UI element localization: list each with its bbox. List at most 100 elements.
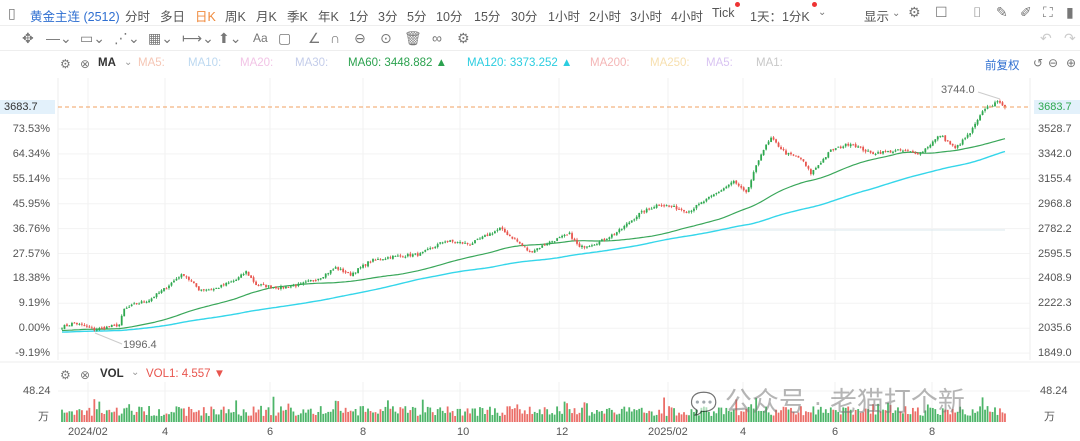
close-icon[interactable]: ⊗: [80, 368, 91, 382]
chevron-down-icon[interactable]: ⌄: [131, 367, 140, 378]
layout-icon[interactable]: ☐: [935, 4, 948, 20]
settings-icon[interactable]: ⚙: [60, 368, 71, 382]
chevron-down-icon[interactable]: ⌄: [124, 57, 133, 68]
tab-6[interactable]: 年K: [318, 10, 339, 24]
volume-bar: [638, 408, 641, 422]
volume-bar: [245, 412, 248, 422]
display-menu[interactable]: 显示: [864, 10, 890, 24]
volume-bar: [329, 411, 332, 422]
reset-icon[interactable]: ↺: [1033, 56, 1044, 70]
fullscreen-icon[interactable]: ⛶: [1043, 4, 1053, 20]
candle-body: [675, 206, 678, 210]
move-icon[interactable]: ✥: [22, 30, 34, 46]
trash-icon[interactable]: 🗑: [404, 30, 422, 46]
watermark: 💬 公众号 · 老猫打个新: [690, 380, 965, 419]
tab-2[interactable]: 日K: [195, 10, 216, 24]
volume-bar: [205, 413, 208, 422]
candle-body: [964, 138, 967, 140]
line-tool-icon[interactable]: —⌄: [46, 30, 72, 46]
candle-body: [683, 209, 685, 212]
zoom-out-icon[interactable]: ⊖: [1048, 56, 1059, 70]
volume-bar: [148, 406, 150, 422]
contract-title[interactable]: 黄金主连 (2512): [30, 10, 120, 24]
volume-bar: [257, 409, 260, 422]
volume-bar: [364, 411, 367, 422]
tab-9[interactable]: 5分: [407, 10, 427, 24]
tab-17[interactable]: Tick: [712, 6, 735, 20]
tab-12[interactable]: 30分: [511, 10, 538, 24]
y-right-tick: 2782.2: [1038, 222, 1072, 235]
adjust-mode[interactable]: 前复权: [985, 60, 1020, 72]
y-left-tick: 18.38%: [12, 272, 50, 285]
volume-bar: [446, 406, 449, 422]
volume-bar: [374, 412, 377, 422]
candle-body: [717, 192, 720, 194]
settings-icon[interactable]: ⚙: [457, 30, 470, 46]
measure-tool-icon[interactable]: ⟼⌄: [182, 30, 214, 46]
vol-indicator-label[interactable]: VOL: [100, 368, 124, 380]
panel-icon[interactable]: ▮: [1066, 4, 1074, 20]
arrow-tool-icon[interactable]: ⬆⌄: [218, 30, 242, 46]
candle-body: [645, 208, 648, 213]
tab-14[interactable]: 2小时: [589, 10, 621, 24]
tab-1[interactable]: 多日: [160, 10, 186, 24]
vol-axis-max-right: 48.24: [1040, 385, 1068, 397]
comment-tool-icon[interactable]: ▢: [278, 30, 292, 46]
tab-0[interactable]: 分时: [125, 10, 151, 24]
volume-bar: [551, 413, 554, 422]
settings-icon[interactable]: ⚙: [908, 4, 921, 20]
candle-body: [317, 278, 320, 281]
redo-icon[interactable]: ↷: [1064, 30, 1076, 46]
tab-7[interactable]: 1分: [349, 10, 369, 24]
magnet-icon[interactable]: ∩: [330, 30, 341, 46]
volume-bar: [593, 413, 596, 422]
candle-body: [892, 151, 894, 153]
candle-body: [235, 279, 238, 282]
tab-5[interactable]: 季K: [287, 10, 308, 24]
candle-body: [712, 194, 715, 197]
candle-body: [593, 244, 596, 246]
visibility-icon[interactable]: ⊙: [380, 30, 392, 46]
wave-tool-icon[interactable]: ⋰⌄: [114, 30, 140, 46]
tab-13[interactable]: 1小时: [548, 10, 580, 24]
chevron-down-icon[interactable]: ⌄: [818, 7, 827, 18]
rectangle-tool-icon[interactable]: ▭⌄: [80, 30, 105, 46]
volume-bar: [183, 408, 185, 422]
fib-tool-icon[interactable]: ▦⌄: [148, 30, 173, 46]
tab-4[interactable]: 月K: [256, 10, 277, 24]
volume-bar: [573, 408, 576, 422]
angle-tool-icon[interactable]: ∠: [308, 30, 321, 46]
close-icon[interactable]: ⊗: [80, 57, 91, 71]
pencil-icon[interactable]: ✐: [1020, 4, 1032, 20]
volume-bar: [553, 414, 556, 422]
candle-body: [302, 282, 305, 284]
link-icon[interactable]: ∞: [432, 30, 442, 46]
candle-body: [431, 247, 434, 249]
tab-8[interactable]: 3分: [378, 10, 398, 24]
candle-body: [108, 326, 111, 328]
candle-body: [538, 248, 541, 250]
candle-body: [720, 190, 723, 192]
candle-body: [130, 304, 133, 307]
chevron-down-icon[interactable]: ⌄: [892, 8, 901, 19]
candle-body: [777, 142, 780, 147]
tab-15[interactable]: 3小时: [630, 10, 662, 24]
tab-11[interactable]: 15分: [474, 10, 501, 24]
settings-icon[interactable]: ⚙: [60, 57, 71, 71]
camera-icon[interactable]: ⌷: [973, 4, 982, 20]
edit-icon[interactable]: ✎: [996, 4, 1008, 20]
undo-icon[interactable]: ↶: [1040, 30, 1052, 46]
candle-body: [705, 198, 708, 202]
volume-bar: [115, 407, 118, 422]
tab-3[interactable]: 周K: [225, 10, 246, 24]
ma-indicator-label[interactable]: MA: [98, 57, 116, 69]
text-tool-icon[interactable]: Aa: [253, 31, 268, 45]
zoom-in-icon[interactable]: ⊕: [1066, 56, 1077, 70]
candle-body: [628, 222, 631, 225]
tab-10[interactable]: 10分: [436, 10, 463, 24]
volume-bar: [163, 414, 165, 422]
tab-16[interactable]: 4小时: [671, 10, 703, 24]
tab-18[interactable]: 1天：1分K: [750, 10, 810, 24]
sidebar-toggle-icon[interactable]: ▯: [8, 5, 16, 21]
lock-drawings-icon[interactable]: ⊖: [354, 30, 366, 46]
